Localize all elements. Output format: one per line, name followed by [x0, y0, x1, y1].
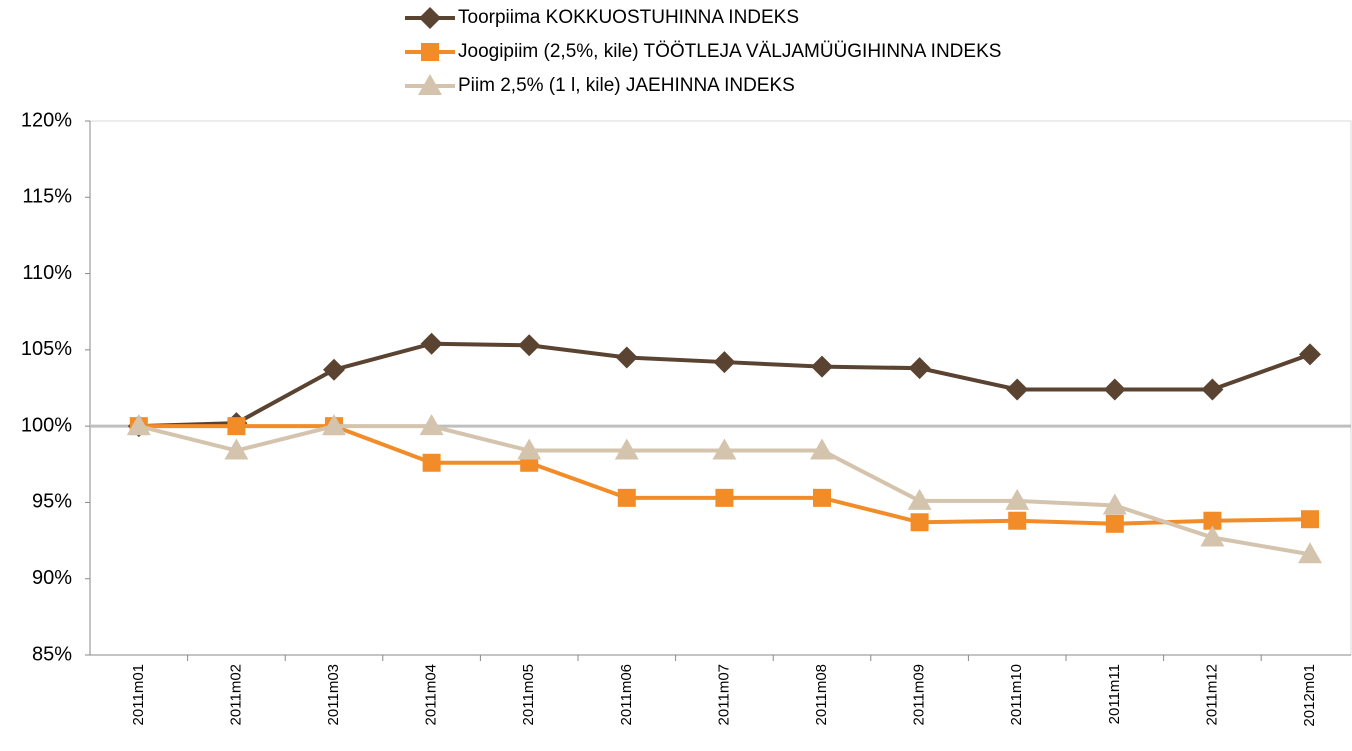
y-tick-label: 120% [21, 109, 72, 131]
x-tick-label: 2011m11 [1106, 664, 1123, 724]
data-point [811, 355, 833, 378]
data-point [910, 513, 929, 532]
data-point [322, 414, 346, 436]
data-point [713, 351, 736, 374]
data-point [1203, 511, 1222, 530]
data-point [908, 357, 931, 380]
x-tick-label: 2011m01 [130, 664, 147, 725]
x-tick-label: 2011m10 [1008, 664, 1025, 725]
data-point [126, 414, 151, 436]
y-tick-label: 115% [22, 186, 72, 208]
x-tick-label: 2011m04 [423, 664, 440, 725]
x-tick-label: 2011m06 [618, 664, 635, 725]
data-point [615, 346, 638, 369]
x-tick-label: 2011m02 [227, 664, 244, 725]
data-point [227, 417, 246, 436]
x-tick-label: 2011m08 [813, 664, 830, 725]
data-point [517, 438, 542, 460]
data-point [1201, 378, 1224, 401]
x-tick-label: 2011m07 [715, 664, 732, 725]
y-tick-label: 100% [21, 414, 72, 436]
data-point [224, 438, 249, 460]
y-tick-label: 95% [32, 491, 72, 513]
legend-label: Joogipiim (2,5%, kile) TÖÖTLEJA VÄLJAMÜÜ… [458, 41, 1001, 62]
legend-marker [418, 74, 442, 95]
legend-label: Toorpiima KOKKUOSTUHINNA INDEKS [458, 7, 799, 28]
data-point [1105, 514, 1124, 533]
x-tick-label: 2012m01 [1301, 664, 1318, 727]
data-point [1008, 511, 1027, 530]
data-point [810, 438, 834, 460]
y-tick-label: 90% [32, 567, 72, 589]
data-point [813, 488, 831, 507]
data-point [323, 358, 345, 381]
data-point [422, 453, 441, 472]
data-point [1301, 510, 1319, 529]
data-point [1005, 488, 1030, 510]
x-tick-label: 2011m12 [1203, 664, 1220, 725]
x-tick-label: 2011m09 [911, 664, 928, 725]
data-point [1006, 378, 1029, 401]
data-point [617, 488, 636, 507]
data-point [712, 438, 737, 460]
data-point [614, 438, 639, 460]
data-point [518, 334, 541, 357]
legend-label: Piim 2,5% (1 l, kile) JAEHINNA INDEKS [458, 75, 795, 96]
x-tick-label: 2011m05 [520, 664, 537, 725]
data-point [1298, 542, 1322, 564]
data-point [715, 488, 734, 507]
y-tick-label: 105% [21, 338, 72, 360]
y-tick-label: 85% [32, 643, 72, 665]
x-tick-label: 2011m03 [325, 664, 342, 725]
y-tick-label: 110% [22, 262, 72, 284]
data-point [1103, 378, 1126, 401]
legend-marker [421, 43, 439, 61]
data-point [907, 488, 932, 510]
data-point [1102, 493, 1127, 515]
legend-marker [419, 7, 441, 29]
data-point [419, 414, 444, 436]
data-point [1299, 343, 1321, 366]
data-point [420, 332, 443, 355]
data-point [1200, 525, 1225, 547]
